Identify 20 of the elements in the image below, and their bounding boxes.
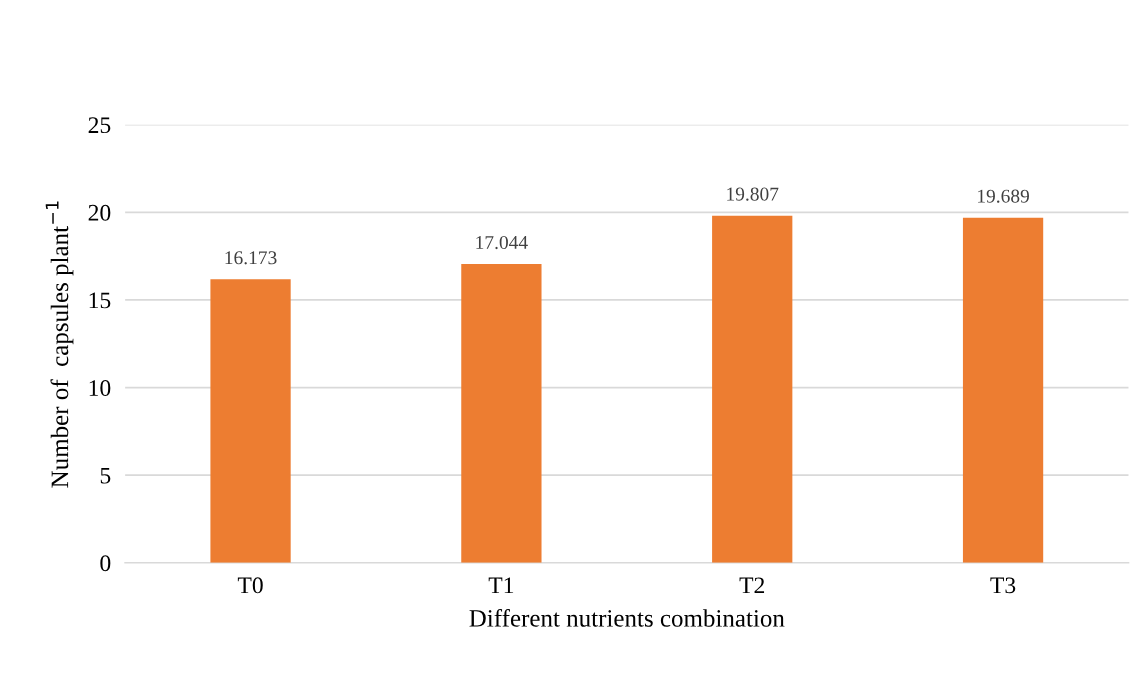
y-tick-label: 25 [88, 117, 111, 134]
x-tick-label: T0 [237, 577, 263, 594]
x-tick-label: T3 [990, 577, 1016, 594]
bar [210, 279, 291, 563]
y-tick-label: 10 [89, 380, 111, 396]
y-tick-label: 0 [100, 555, 111, 572]
y-tick-label: 20 [88, 204, 111, 221]
x-tick-label: T2 [739, 577, 765, 594]
bar [962, 217, 1044, 563]
data-label: 19.807 [727, 187, 779, 201]
data-label: 16.173 [225, 251, 277, 265]
bar [712, 215, 793, 563]
x-axis-title: Different nutrients combination [469, 608, 785, 627]
y-axis-title: Number of capsules plant$^{−1}$ [45, 201, 74, 488]
y-tick-label: 15 [89, 292, 111, 309]
y-tick-label: 5 [100, 467, 111, 484]
data-label: 19.689 [978, 189, 1030, 203]
data-label: 17.044 [476, 235, 528, 250]
x-tick-label: T1 [488, 577, 514, 594]
bar [461, 264, 542, 563]
